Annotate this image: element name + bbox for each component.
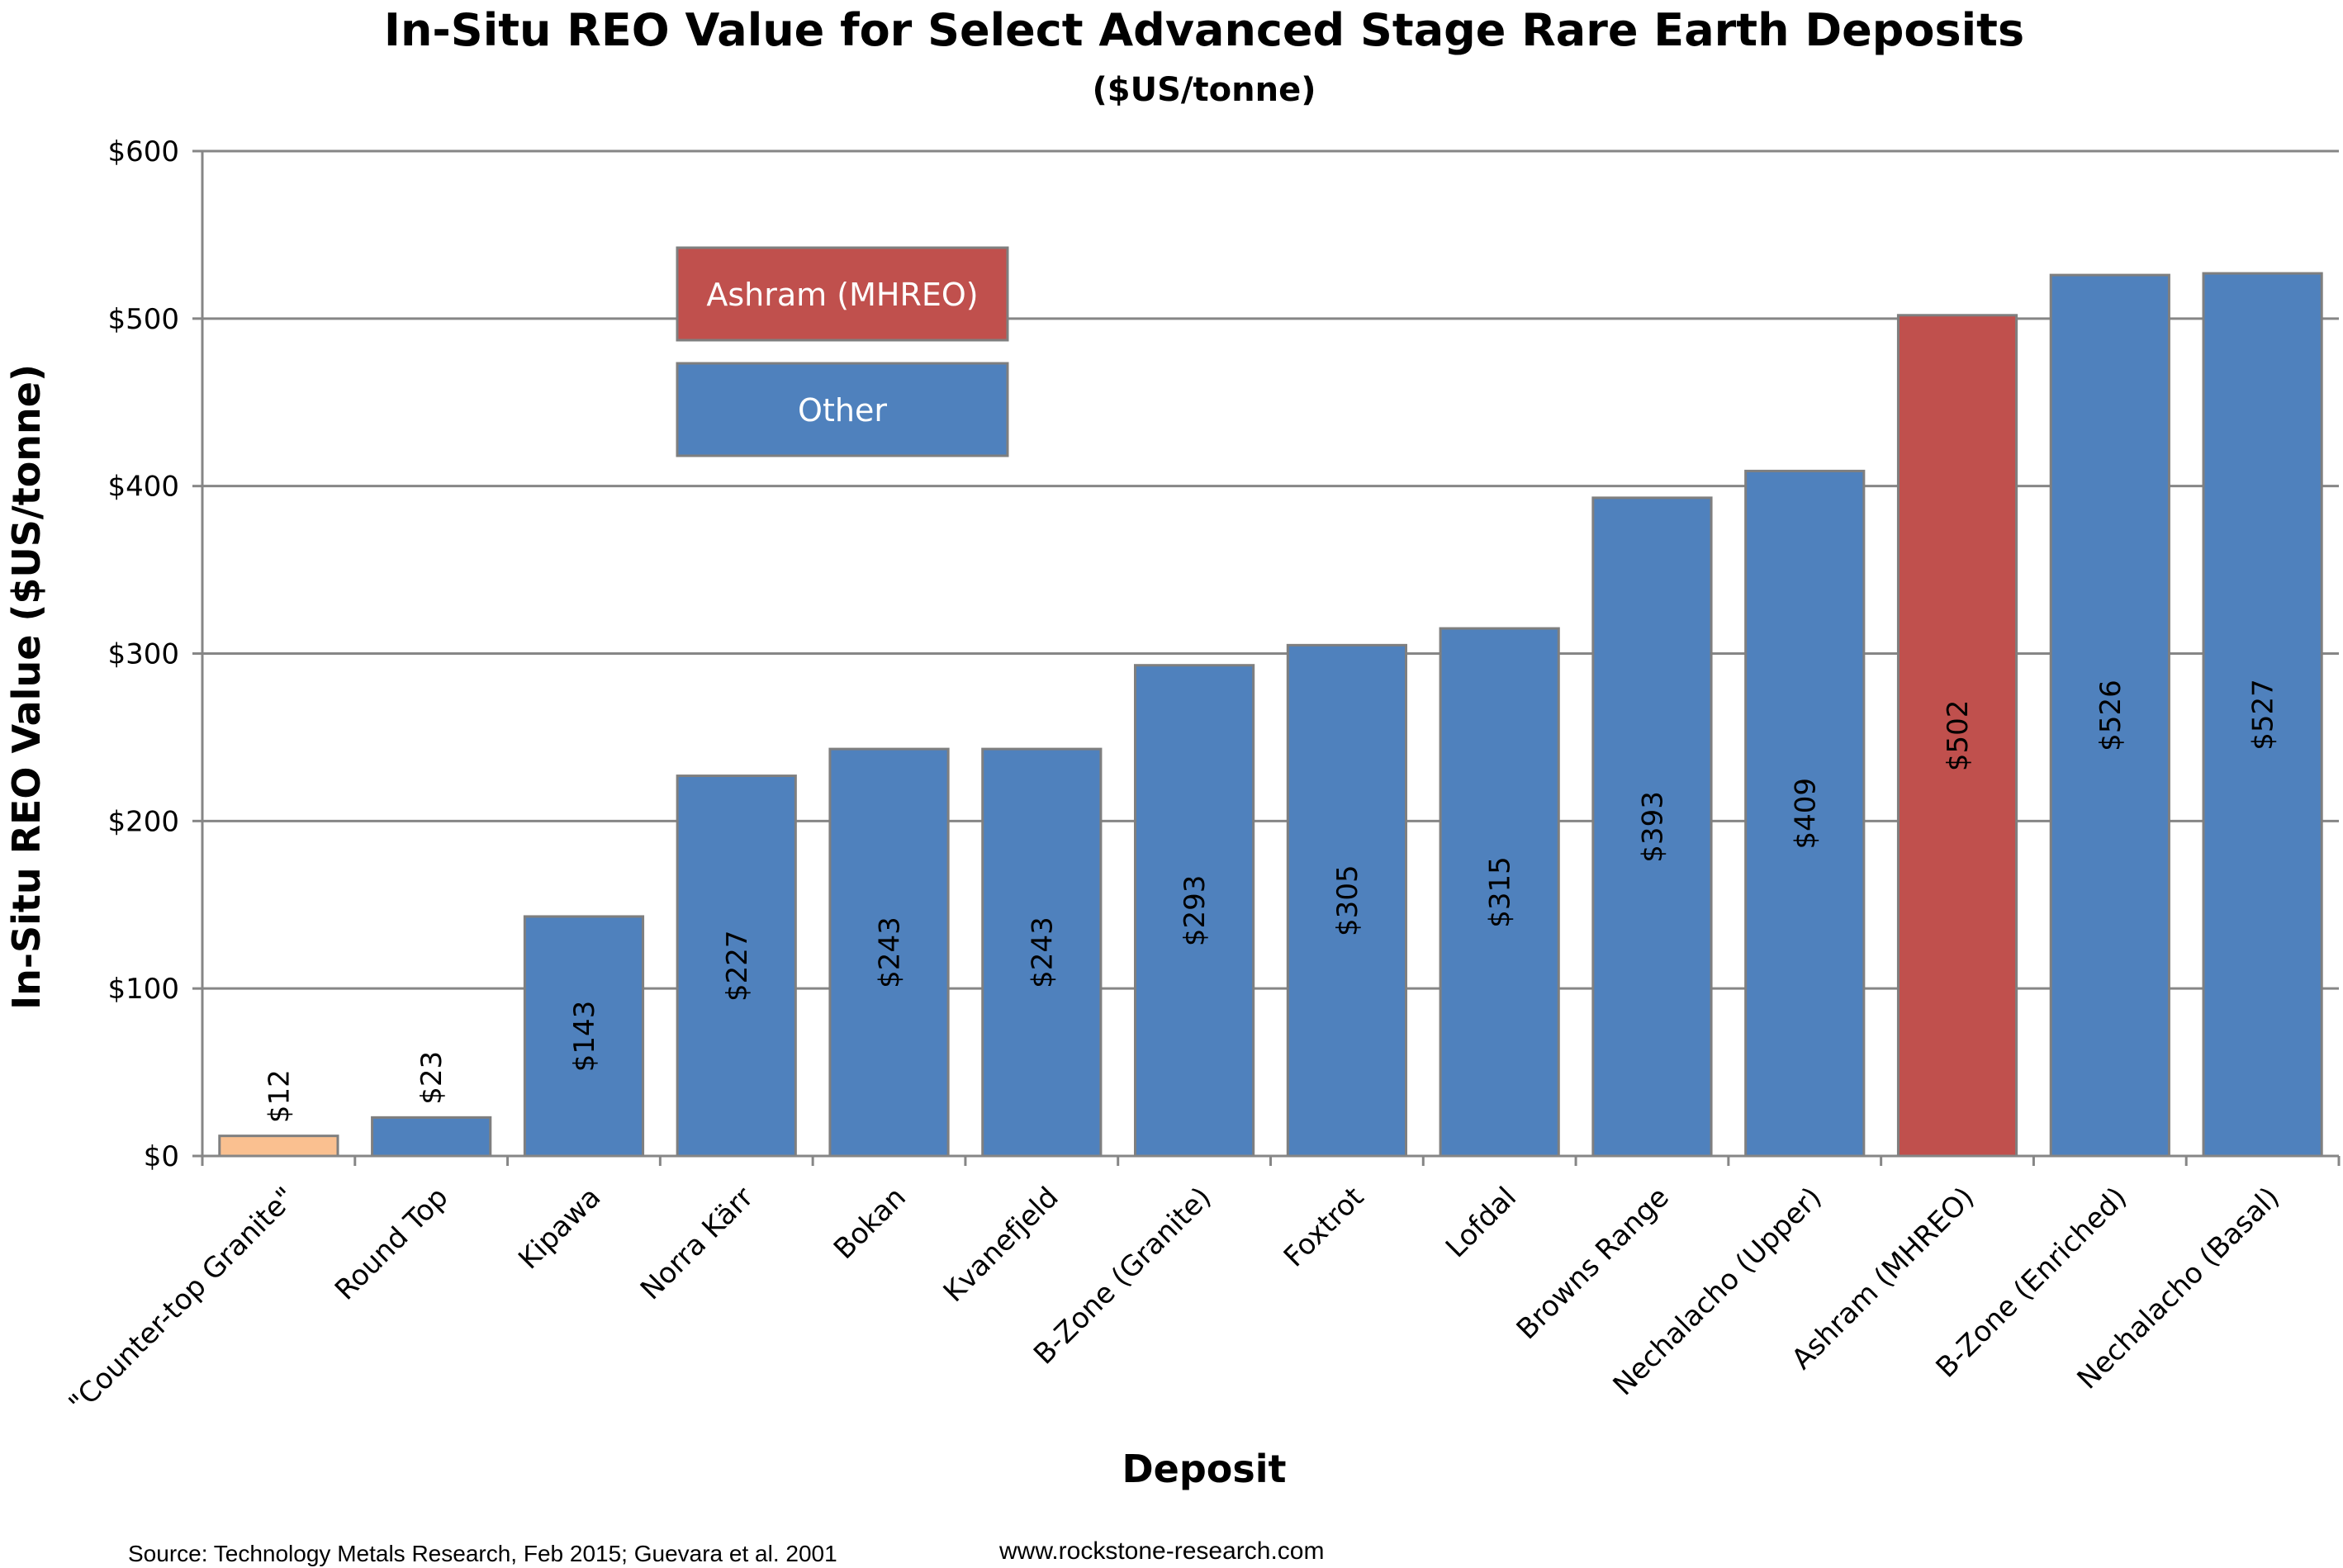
bar: [523, 915, 645, 1158]
legend-swatch: [676, 246, 1009, 342]
y-tick-label: $0: [144, 1140, 179, 1173]
legend-swatch: [676, 362, 1009, 457]
category-label: Foxtrot: [1278, 1181, 1370, 1273]
legend-label: Other: [798, 392, 887, 429]
data-label: $409: [1789, 778, 1822, 850]
data-label: $526: [2094, 680, 2127, 751]
category-label: Round Top: [329, 1181, 455, 1307]
bar: [1134, 664, 1255, 1158]
data-label: $143: [568, 1001, 601, 1073]
chart-subtitle: ($US/tonne): [1093, 71, 1316, 109]
category-label: Lofdal: [1439, 1181, 1523, 1264]
legend: Ashram (MHREO) Other: [676, 246, 1009, 457]
category-label: Kipawa: [512, 1181, 607, 1276]
data-label: $227: [721, 931, 754, 1002]
bar: [2202, 272, 2323, 1158]
data-label: $12: [263, 1069, 296, 1123]
chart-title: In-Situ REO Value for Select Advanced St…: [384, 4, 2024, 56]
data-labels: $12 $23 $143 $227 $243 $243 $293 $305 $315 $393 $4…: [263, 679, 2279, 1123]
legend-label: Ashram (MHREO): [706, 277, 978, 313]
data-label: $393: [1636, 791, 1669, 863]
category-labels: "Counter-top Granite" Round Top Kipawa Norr…: [63, 1181, 2286, 1420]
bar: [371, 1116, 492, 1158]
bar: [676, 775, 797, 1158]
bar: [218, 1135, 339, 1158]
bar: [1896, 314, 2018, 1158]
y-tick-label: $400: [107, 471, 179, 504]
website-url[interactable]: www.rockstone-research.com: [999, 1537, 1325, 1565]
data-label: $527: [2247, 679, 2280, 751]
source-note: Source: Technology Metals Research, Feb …: [128, 1541, 837, 1566]
x-axis: [201, 151, 2341, 1166]
x-axis-title: Deposit: [1122, 1447, 1286, 1491]
y-tick-label: $300: [107, 638, 179, 671]
bar: [828, 747, 950, 1158]
y-axis-title: In-Situ REO Value ($US/tonne): [4, 364, 49, 1010]
bar: [1744, 469, 1866, 1158]
category-label: Bokan: [828, 1181, 913, 1266]
y-tick-label: $100: [107, 973, 179, 1006]
bar: [2049, 273, 2170, 1158]
category-label: Norra Kärr: [634, 1181, 760, 1306]
data-label: $293: [1179, 875, 1212, 947]
category-label: Kvanefjeld: [937, 1181, 1065, 1309]
data-label: $305: [1331, 865, 1364, 936]
data-label: $243: [1026, 917, 1059, 988]
y-tick-label: $200: [107, 805, 179, 838]
y-tick-label: $500: [107, 303, 179, 336]
data-label: $315: [1484, 856, 1517, 928]
y-axis-ticks: $0 $100 $200 $300 $400 $500 $600: [107, 135, 202, 1173]
category-label: "Counter-top Granite": [63, 1181, 302, 1420]
bar: [1591, 496, 1713, 1158]
data-label: $23: [415, 1051, 448, 1105]
bars: [218, 272, 2323, 1158]
category-label: Browns Range: [1511, 1181, 1676, 1346]
data-label: $502: [1942, 700, 1975, 772]
gridlines: [202, 149, 2339, 990]
y-tick-label: $600: [107, 135, 179, 168]
bar: [1439, 627, 1560, 1158]
data-label: $243: [874, 917, 907, 988]
